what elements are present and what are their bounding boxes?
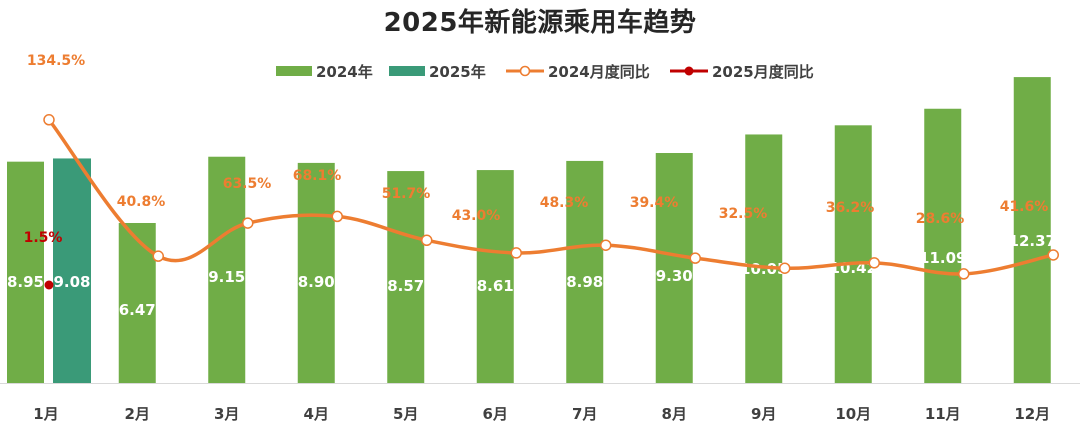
bar-label-2024-12: 12.37 — [1009, 232, 1056, 250]
x-tick-label-4: 4月 — [304, 405, 329, 423]
yoy-2024-label-11: 28.6% — [916, 211, 965, 227]
yoy-2024-labels: 134.5% 40.8% 63.5% 68.1% 51.7% 43.0% 48.3% 39.4… — [27, 53, 1048, 227]
yoy-2024-point-7 — [600, 239, 612, 251]
legend-item-2024-yoy-label: 2024月度同比 — [548, 63, 650, 81]
legend-item-2024-bars: 2024年 — [276, 63, 373, 81]
bar-label-2024-8: 9.30 — [656, 267, 693, 285]
yoy-2024-point-8 — [689, 252, 701, 264]
bar-2024-6 — [476, 170, 514, 383]
bar-label-2024-5: 8.57 — [387, 277, 424, 295]
x-tick-label-8: 8月 — [662, 405, 687, 423]
yoy-2025-label-1: 1.5% — [24, 230, 63, 246]
bar-2024-3 — [208, 156, 246, 383]
bar-2024-9 — [745, 134, 783, 383]
bar-label-2024-6: 8.61 — [477, 277, 514, 295]
x-tick-label-9: 9月 — [751, 405, 776, 423]
yoy-2024-point-3 — [242, 217, 254, 229]
bar-value-labels: 8.956.479.15 8.90 8.57 8.61 8.98 9.30 10.05 10.… — [7, 232, 1056, 319]
legend-item-2024-bars-swatch — [276, 66, 312, 76]
chart-title: 2025年新能源乘用车趋势 — [383, 8, 697, 38]
bar-2024-8 — [655, 153, 693, 383]
yoy-2024-label-2: 40.8% — [117, 194, 166, 210]
x-tick-label-6: 6月 — [483, 405, 508, 423]
x-tick-label-5: 5月 — [393, 405, 418, 423]
bar-label-2024-11: 11.09 — [919, 249, 966, 267]
yoy-2024-label-7: 48.3% — [540, 195, 589, 211]
yoy-2024-label-5: 51.7% — [382, 186, 431, 202]
yoy-2024-label-4: 68.1% — [293, 168, 342, 184]
x-tick-label-12: 12月 — [1014, 405, 1050, 423]
legend-item-2024-bars-label: 2024年 — [316, 63, 373, 81]
legend: 2024年 2025年 2024月度同比 2025月度同比 — [276, 63, 814, 81]
bar-2025-1 — [53, 158, 91, 383]
yoy-2024-point-9 — [779, 262, 791, 274]
legend-item-2025-bars: 2025年 — [389, 63, 486, 81]
bar-label-2024-3: 9.15 — [208, 268, 245, 286]
yoy-2024-point-4 — [331, 210, 343, 223]
x-tick-label-7: 7月 — [572, 405, 597, 423]
yoy-2024-label-1: 134.5% — [27, 53, 85, 69]
yoy-2024-label-3: 63.5% — [223, 176, 272, 192]
bar-2024-10 — [834, 125, 872, 383]
legend-item-2025-yoy-label: 2025月度同比 — [712, 63, 814, 81]
yoy-2024-label-9: 32.5% — [719, 206, 768, 222]
bar-2024-12 — [1013, 77, 1051, 383]
bar-label-2024-4: 8.90 — [298, 273, 335, 291]
yoy-2024-label-12: 41.6% — [1000, 199, 1049, 215]
x-tick-label-2: 2月 — [125, 405, 150, 423]
bar-2024-7 — [566, 160, 604, 383]
bar-2024-4 — [297, 162, 335, 383]
yoy-2024-point-11 — [958, 268, 970, 280]
yoy-2024-point-5 — [421, 234, 433, 247]
series-2024-yoy — [43, 114, 1059, 280]
legend-item-2025-yoy: 2025月度同比 — [670, 63, 814, 81]
bar-label-2024-1: 8.95 — [7, 273, 44, 291]
x-tick-label-1: 1月 — [33, 405, 58, 423]
yoy-2024-label-6: 43.0% — [452, 208, 501, 224]
bar-2024-1 — [7, 161, 44, 383]
yoy-2024-point-10 — [868, 257, 880, 269]
series-2025-yoy: 1.5% — [24, 230, 63, 290]
yoy-2024-point-6 — [510, 247, 522, 259]
yoy-2024-label-10: 36.2% — [826, 200, 875, 216]
yoy-2025-point-1 — [44, 280, 54, 290]
legend-item-2024-yoy-swatch-marker — [519, 65, 531, 77]
yoy-2024-point-2 — [152, 250, 164, 262]
bar-2024-5 — [387, 171, 425, 383]
x-axis: 1月 2月 3月 4月 5月 6月 7月 8月 9月 10月 11月 12月 — [0, 383, 1080, 423]
x-tick-label-10: 10月 — [835, 405, 871, 423]
bar-label-2024-2: 6.47 — [119, 301, 156, 319]
legend-item-2025-yoy-swatch-marker — [684, 66, 694, 76]
legend-item-2024-yoy: 2024月度同比 — [506, 63, 650, 81]
series-2024-bars — [7, 77, 1051, 384]
legend-item-2025-bars-swatch — [389, 66, 425, 76]
yoy-2024-point-1 — [43, 114, 55, 126]
bar-label-2025-1: 9.08 — [53, 273, 90, 291]
series-2025-bars — [53, 158, 91, 383]
yoy-2024-point-12 — [1047, 249, 1059, 261]
bar-label-2024-7: 8.98 — [566, 273, 603, 291]
x-tick-label-11: 11月 — [925, 405, 961, 423]
legend-item-2025-bars-label: 2025年 — [429, 63, 486, 81]
yoy-2024-label-8: 39.4% — [630, 195, 679, 211]
bar-2024-11 — [924, 108, 962, 384]
x-tick-label-3: 3月 — [214, 405, 239, 423]
